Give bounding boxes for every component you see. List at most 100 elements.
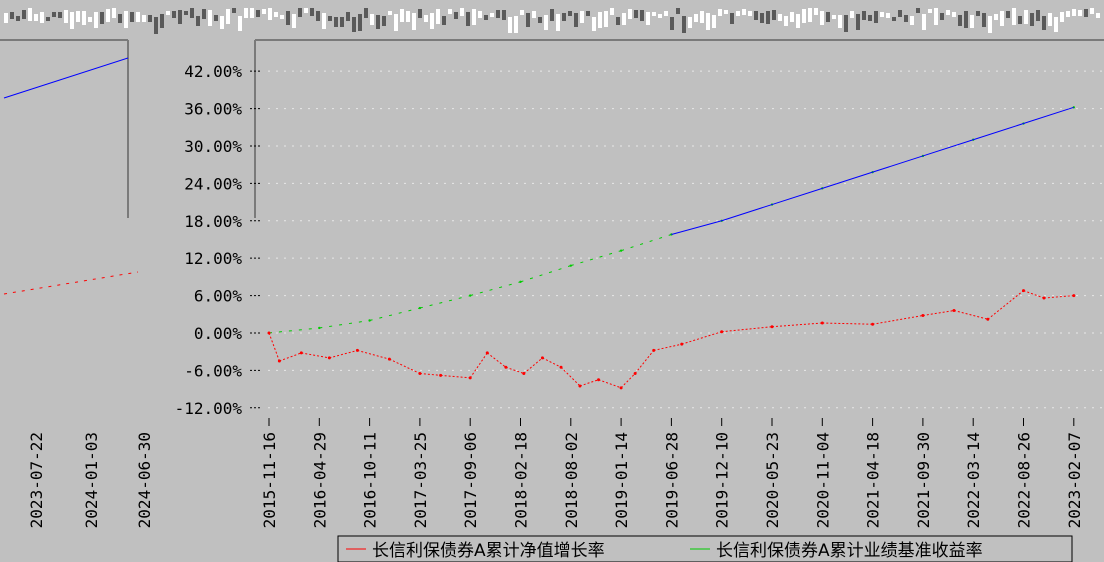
garble-mark (172, 11, 176, 18)
garble-mark (544, 15, 548, 30)
garble-mark (1054, 17, 1058, 32)
garble-mark (1072, 9, 1076, 16)
garble-mark (1096, 13, 1100, 18)
garble-mark (208, 10, 212, 26)
garble-mark (106, 9, 110, 22)
x-tick-label: 2018-08-02 (562, 432, 581, 528)
garble-mark (562, 13, 566, 21)
garble-mark (232, 8, 236, 13)
nav-segment (653, 343, 682, 351)
garble-mark (718, 9, 722, 16)
garble-mark (88, 17, 92, 22)
garble-mark (664, 11, 668, 16)
garble-mark (52, 12, 56, 17)
garble-mark (826, 12, 830, 22)
benchmark-segment (822, 171, 873, 189)
garble-mark (244, 8, 248, 18)
x-tick-label: 2020-11-04 (813, 432, 832, 528)
nav-segment (542, 357, 562, 368)
garble-mark (706, 13, 710, 30)
garble-mark (334, 17, 338, 27)
garble-mark (292, 14, 296, 28)
x-tick-label: 2017-09-06 (461, 432, 480, 528)
garble-mark (484, 15, 488, 20)
garble-mark (64, 10, 68, 23)
x-tick-label: 2021-04-18 (864, 432, 883, 528)
garble-mark (904, 15, 908, 22)
main-plot-panel (254, 39, 1104, 218)
garble-mark (22, 10, 26, 19)
garble-mark (604, 11, 608, 27)
garble-mark (460, 8, 464, 16)
garble-mark (682, 16, 686, 33)
x-tick-label: 2017-03-25 (411, 432, 430, 528)
nav-segment (560, 366, 581, 387)
garble-mark (874, 11, 878, 23)
garble-mark (268, 8, 272, 20)
garble-mark (568, 11, 572, 16)
x-tick-label: 2020-05-23 (763, 432, 782, 528)
garble-mark (730, 13, 734, 24)
garble-mark (520, 10, 524, 15)
garble-mark (1042, 16, 1046, 30)
garble-mark (58, 12, 62, 18)
garble-mark (1018, 16, 1022, 24)
garble-mark (760, 13, 764, 23)
garble-mark (952, 12, 956, 17)
x-tick-label: 2019-01-14 (612, 432, 631, 528)
garble-mark (772, 10, 776, 20)
garble-mark (526, 13, 530, 27)
nav-segment (872, 315, 923, 325)
garble-mark (406, 11, 410, 22)
garble-mark (574, 13, 578, 27)
garble-mark (436, 9, 440, 24)
x-tick-label: 2019-06-28 (662, 432, 681, 528)
y-tick-label: 42.00% (184, 62, 242, 81)
garble-mark (820, 11, 824, 25)
garble-mark (124, 11, 128, 28)
garble-mark (550, 9, 554, 21)
left-inset-panel (0, 39, 139, 295)
legend: 长信利保债券A累计净值增长率 长信利保债券A累计业绩基准收益率 (337, 535, 1073, 562)
garble-mark (898, 10, 902, 17)
garble-mark (250, 8, 254, 18)
garble-mark (118, 14, 122, 23)
garble-mark (424, 15, 428, 22)
nav-segment (329, 349, 358, 359)
garble-mark (610, 8, 614, 15)
benchmark-segment (973, 123, 1024, 141)
x-tick-label: 2019-12-10 (713, 432, 732, 528)
nav-segment (523, 357, 543, 374)
x-tick-label-left: 2023-07-22 (27, 432, 46, 528)
legend-label-benchmark: 长信利保债券A累计业绩基准收益率 (716, 541, 983, 561)
x-axis: 2015-11-16 2016-04-29 2016-10-11 2017-03-25… (27, 418, 1084, 528)
garble-mark (862, 11, 866, 20)
garble-mark (310, 8, 314, 16)
garble-mark (376, 15, 380, 29)
garble-mark (814, 8, 818, 15)
x-tick-label: 2016-10-11 (361, 432, 380, 528)
nav-segment (419, 372, 441, 376)
benchmark-segment (872, 155, 924, 173)
garble-mark (286, 11, 290, 25)
garble-mark (982, 13, 986, 27)
x-tick-label: 2015-11-16 (260, 432, 279, 528)
garble-mark (802, 9, 806, 23)
garble-mark (502, 10, 506, 20)
y-tick-label: 18.00% (184, 212, 242, 231)
garble-mark (262, 9, 266, 14)
garble-mark (670, 17, 674, 30)
garble-mark (184, 11, 188, 15)
garble-mark (478, 11, 482, 18)
garble-mark (418, 9, 422, 18)
garble-mark (754, 11, 758, 20)
y-tick-label: 30.00% (184, 137, 242, 156)
y-tick-label: 12.00% (184, 249, 242, 268)
nav-segment (440, 374, 471, 379)
garble-mark (808, 8, 812, 22)
garble-mark (304, 8, 308, 13)
nav-segment (620, 373, 636, 389)
garble-mark (442, 16, 446, 25)
garble-mark (994, 14, 998, 20)
